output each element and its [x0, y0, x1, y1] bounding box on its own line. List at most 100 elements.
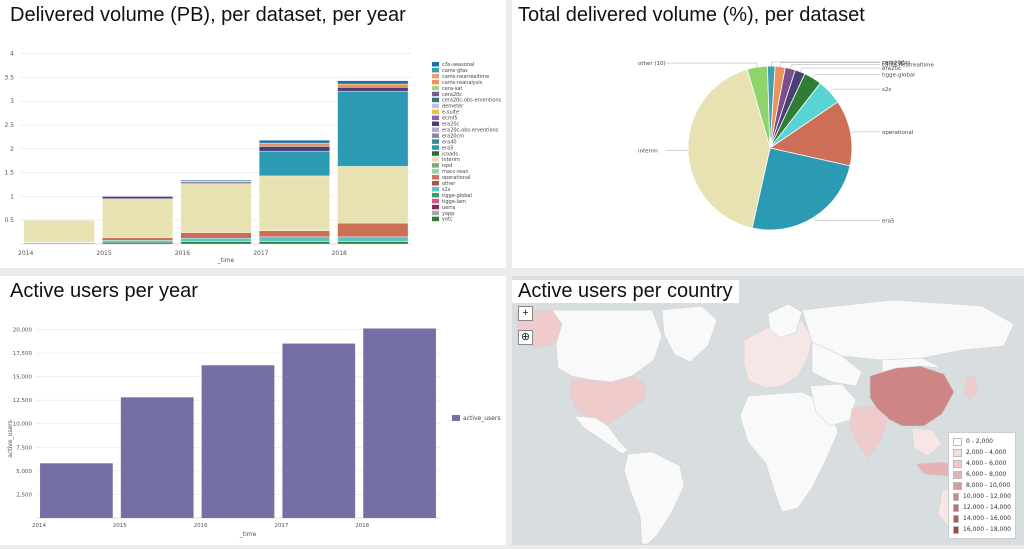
pie-label: cera20c: [882, 61, 904, 67]
bar-2017: [282, 343, 356, 518]
legend-label: yopp: [442, 211, 454, 217]
x-tick-label: 2016: [175, 250, 190, 257]
pie-label: cams-nearrealtime: [882, 63, 934, 69]
legend-label: era5: [442, 145, 453, 151]
map-legend-swatch: [953, 514, 960, 523]
legend-swatch: [432, 181, 439, 186]
pie-leader: [790, 64, 792, 69]
legend-label: era40: [442, 139, 457, 145]
map-south-america: [623, 451, 685, 545]
bar-segment-tigge-global: [258, 236, 330, 242]
legend-label: icoads: [442, 151, 458, 157]
y-tick-label: 0.5: [4, 217, 14, 224]
legend-label: macc-rean: [442, 169, 469, 175]
map-scandinavia: [767, 303, 803, 339]
legend-swatch: [432, 67, 439, 73]
map-legend-swatch: [953, 459, 962, 468]
bar-segment-cams-reanalysis: [258, 142, 330, 147]
map-legend-item: 6,000 - 8,000: [953, 469, 1011, 480]
legend-label: ecmf5: [442, 116, 458, 122]
legend-swatch: [432, 109, 439, 115]
bar-2014: [40, 463, 113, 518]
y-tick-label: 20,000: [13, 327, 33, 333]
map-legend-label: 2,000 - 4,000: [966, 449, 1007, 456]
bar-segment-c3s-seasonal: [258, 139, 330, 144]
bar-segment-era5: [337, 90, 409, 167]
pie-leader: [850, 131, 855, 133]
pie-leader: [812, 74, 816, 79]
map-legend-item: 8,000 - 10,000: [953, 480, 1011, 491]
pie-slice-era5: [751, 147, 851, 231]
bar-segment-cams-reanalysis: [102, 195, 174, 197]
pie-label: other (10): [638, 61, 666, 67]
map-mexico: [573, 415, 629, 455]
y-tick-label: 3.5: [4, 74, 14, 81]
pie-label: tigge-global: [882, 73, 915, 79]
legend-swatch: [432, 163, 439, 168]
map-legend-item: 12,000 - 14,000: [953, 502, 1011, 513]
y-tick-label: 2: [10, 146, 14, 153]
bar-segment-era20c: [258, 146, 330, 152]
map-legend-label: 8,000 - 10,000: [966, 482, 1011, 489]
pie-leader: [756, 63, 758, 68]
pie-label: era5: [882, 219, 895, 225]
bar-segment-yotc: [102, 241, 174, 245]
map-legend-item: 4,000 - 6,000: [953, 458, 1011, 469]
bar-segment-tigge-global: [180, 238, 252, 242]
legend-swatch: [432, 115, 439, 121]
bar-segment-interim: [102, 198, 174, 239]
users-panel: Active users per year 20,000 17,500 15,000…: [0, 276, 506, 545]
bar-segment-era20c: [180, 181, 252, 184]
x-tick-label: 2017: [253, 250, 268, 257]
y-tick-label: 1: [10, 193, 14, 200]
pie-slice-interim: [687, 68, 771, 229]
y-tick-label: 2,500: [16, 492, 32, 498]
bar-segment-c3s-seasonal: [180, 179, 252, 182]
pie-leader: [799, 67, 802, 72]
world-map[interactable]: [512, 276, 1024, 545]
legend-swatch: [452, 415, 460, 421]
legend-swatch: [432, 62, 439, 67]
pie-chart: other (10) cams-gfascera20ccams-nearrealt…: [638, 60, 934, 231]
legend-label: ispd: [442, 163, 452, 169]
legend-label: other: [442, 181, 456, 187]
map-middle-east: [809, 383, 857, 427]
map-legend-item: 0 - 2,000: [953, 436, 1011, 447]
y-tick-label: 3: [10, 98, 14, 105]
legend-swatch: [432, 204, 439, 210]
bar-segment-yotc: [258, 241, 330, 245]
legend-swatch: [432, 175, 439, 180]
map-legend-label: 4,000 - 6,000: [966, 460, 1007, 467]
locate-icon[interactable]: ⊕: [518, 330, 533, 345]
x-tick-label: 2014: [32, 523, 46, 529]
bar-segment-interim: [337, 166, 409, 224]
map-legend-swatch: [953, 492, 960, 501]
map-se-asia: [911, 427, 943, 457]
map-legend-label: 12,000 - 14,000: [963, 504, 1011, 511]
bar-2016: [201, 365, 275, 518]
map-india: [849, 405, 889, 459]
legend-label: era20c: [442, 122, 460, 128]
pie-leader: [813, 217, 817, 221]
legend-label: cera-sat: [442, 86, 462, 92]
legend-swatch: [432, 121, 439, 126]
legend-swatch: [432, 216, 439, 222]
pie-label: s2s: [882, 87, 891, 93]
legend-swatch: [432, 139, 439, 144]
map-legend: 0 - 2,000 2,000 - 4,000 4,000 - 6,000 6,000…: [948, 432, 1016, 539]
y-tick-label: 10,000: [13, 422, 33, 428]
bar-segment-c3s-seasonal: [337, 80, 409, 85]
map-greenland: [661, 305, 718, 363]
bar-segment-operational: [180, 232, 252, 239]
pie-panel: Total delivered volume (%), per dataset …: [512, 0, 1024, 268]
legend-label: cams-reanalysis: [442, 80, 483, 86]
volume-panel: Delivered volume (PB), per dataset, per …: [0, 0, 506, 268]
x-tick-label: 2014: [18, 250, 33, 257]
bar-segment-era5: [258, 150, 330, 177]
legend-swatch: [432, 210, 439, 216]
legend-swatch: [432, 192, 439, 198]
map-legend-item: 10,000 - 12,000: [953, 491, 1011, 502]
zoom-in-button[interactable]: +: [518, 306, 533, 321]
legend-label: cera20c-obs-erventions: [442, 98, 502, 104]
legend-swatch: [432, 97, 439, 103]
